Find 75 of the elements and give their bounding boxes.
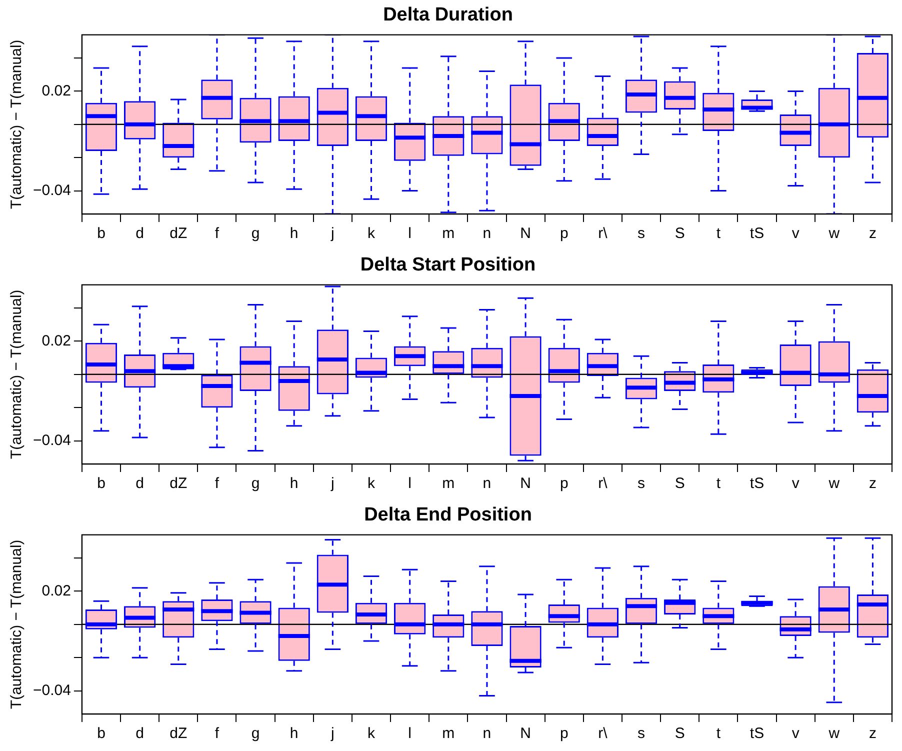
x-tick-label: k (368, 725, 376, 742)
x-tick-label: N (520, 725, 531, 742)
x-tick-label: h (290, 225, 298, 242)
y-tick-label: −0.04 (32, 682, 71, 699)
x-tick-label: z (868, 725, 876, 742)
y-tick-label: 0.02 (42, 82, 71, 100)
x-tick-label: v (792, 225, 800, 242)
y-tick-label: 0.02 (42, 332, 71, 350)
y-tick-label: −0.04 (32, 432, 71, 449)
x-tick-label: n (482, 725, 492, 742)
x-tick-label: d (136, 225, 144, 242)
x-tick-label: h (290, 725, 298, 742)
x-tick-label: s (638, 475, 646, 492)
x-tick-label: m (442, 725, 455, 742)
x-tick-label: N (520, 475, 531, 492)
x-tick-label: z (868, 225, 876, 242)
x-tick-label: l (408, 725, 412, 742)
x-tick-label: k (368, 475, 376, 492)
x-tick-label: w (828, 225, 840, 242)
x-tick-label: tS (750, 225, 764, 242)
x-tick-label: d (136, 475, 144, 492)
x-tick-label: w (828, 475, 840, 492)
x-tick-label: t (716, 225, 722, 242)
y-axis-title: T(automatic) − T(manual) (8, 290, 26, 460)
x-tick-label: h (290, 475, 298, 492)
chart-title: Delta End Position (364, 504, 532, 526)
chart-title: Delta Start Position (360, 254, 536, 276)
y-axis-title: T(automatic) − T(manual) (8, 540, 26, 710)
x-tick-label: g (251, 225, 260, 242)
x-tick-label: d (136, 725, 144, 742)
x-tick-label: t (716, 725, 722, 742)
x-tick-label: p (560, 725, 568, 742)
x-tick-label: tS (750, 475, 764, 492)
x-tick-label: r\ (598, 475, 608, 492)
x-tick-label: f (214, 225, 220, 242)
x-tick-label: g (251, 725, 260, 742)
x-tick-label: w (828, 725, 840, 742)
x-tick-label: S (674, 475, 685, 492)
x-tick-label: b (97, 225, 106, 242)
x-tick-label: j (330, 725, 334, 742)
x-tick-label: v (792, 725, 800, 742)
x-tick-label: f (214, 725, 220, 742)
x-tick-label: S (674, 225, 685, 242)
x-tick-label: r\ (598, 725, 608, 742)
x-tick-label: b (97, 725, 106, 742)
x-tick-label: t (716, 475, 722, 492)
x-tick-label: n (482, 225, 492, 242)
y-axis-title: T(automatic) − T(manual) (8, 40, 26, 210)
x-tick-label: f (214, 475, 220, 492)
x-tick-label: l (408, 475, 412, 492)
x-tick-label: S (674, 725, 685, 742)
x-tick-label: b (97, 475, 106, 492)
x-tick-label: z (868, 475, 876, 492)
x-tick-label: p (560, 475, 568, 492)
chart-title: Delta Duration (383, 4, 513, 26)
y-tick-label: −0.04 (32, 182, 71, 199)
x-tick-label: dZ (170, 725, 188, 742)
x-tick-label: m (442, 475, 455, 492)
x-tick-label: j (330, 475, 334, 492)
x-tick-label: s (638, 225, 646, 242)
x-tick-label: r\ (598, 225, 608, 242)
x-tick-label: j (330, 225, 334, 242)
x-tick-label: dZ (170, 475, 188, 492)
x-tick-label: tS (750, 725, 764, 742)
y-tick-label: 0.02 (42, 582, 71, 600)
x-tick-label: g (251, 475, 260, 492)
x-tick-label: s (638, 725, 646, 742)
x-tick-label: p (560, 225, 568, 242)
x-tick-label: l (408, 225, 412, 242)
x-tick-label: v (792, 475, 800, 492)
x-tick-label: n (482, 475, 492, 492)
x-tick-label: dZ (170, 225, 188, 242)
x-tick-label: k (368, 225, 376, 242)
x-tick-label: N (520, 225, 531, 242)
x-tick-label: m (442, 225, 455, 242)
